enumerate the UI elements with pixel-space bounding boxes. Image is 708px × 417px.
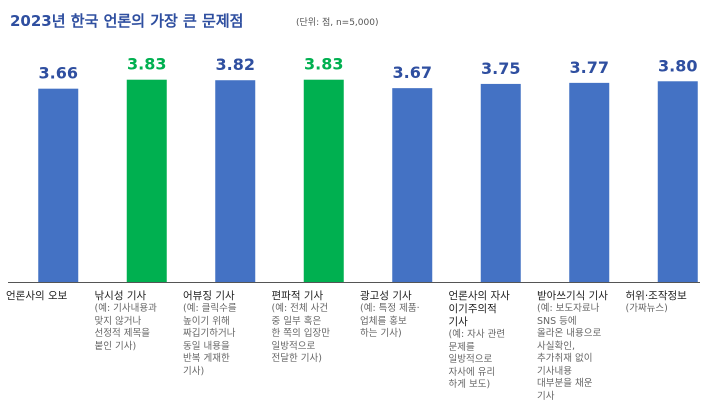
category-label: 어뷰징 기사 <box>183 290 235 302</box>
category-description: (예: 전체 사건 중 일부 혹은 한 쪽의 입장만 일방적으로 전달한 기사) <box>271 303 330 364</box>
category-4: 광고성 기사 (예: 특정 제품· 업체를 홍보 하는 기사) <box>360 290 444 341</box>
category-label: 언론사의 자사 이기주의적 기사 <box>448 290 510 328</box>
category-description: (예: 특정 제품· 업체를 홍보 하는 기사) <box>360 303 420 339</box>
category-description: (가짜뉴스) <box>625 303 668 314</box>
bar-3 <box>303 79 344 282</box>
value-label-5: 3.75 <box>481 59 520 78</box>
value-label-0: 3.66 <box>39 64 78 83</box>
category-1: 낚시성 기사 (예: 기사내용과 맞지 않거나 선정적 제목을 붙인 기사) <box>95 290 179 353</box>
bar-2 <box>215 80 256 282</box>
category-description: (예: 자사 관련 문제를 일방적으로 자사에 유리 하게 보도) <box>448 329 506 390</box>
value-label-7: 3.80 <box>658 56 697 75</box>
category-0: 언론사의 오보 <box>6 290 90 303</box>
category-label: 편파적 기사 <box>271 290 324 302</box>
bar-1 <box>126 79 167 282</box>
value-label-6: 3.77 <box>570 58 609 77</box>
category-6: 받아쓰기식 기사 (예: 보도자료나 SNS 등에 올라온 내용으로 사실확인, … <box>537 290 621 403</box>
bar-4 <box>392 88 433 283</box>
category-label: 허위·조작정보 <box>625 290 687 302</box>
category-5: 언론사의 자사 이기주의적 기사 (예: 자사 관련 문제를 일방적으로 자사에 … <box>449 290 533 392</box>
category-2: 어뷰징 기사 (예: 클릭수를 높이기 위해 짜깁기하거나 동일 내용을 반복 게… <box>183 290 267 378</box>
category-label: 받아쓰기식 기사 <box>537 290 608 302</box>
category-description: (예: 보도자료나 SNS 등에 올라온 내용으로 사실확인, 추가취재 없이 … <box>537 303 602 402</box>
category-label: 낚시성 기사 <box>94 290 147 302</box>
category-description: (예: 클릭수를 높이기 위해 짜깁기하거나 동일 내용을 반복 게재한 기사) <box>183 303 237 377</box>
value-label-3: 3.83 <box>304 55 343 74</box>
bar-0 <box>38 88 79 282</box>
value-label-2: 3.82 <box>216 55 255 74</box>
category-label: 언론사의 오보 <box>6 290 68 302</box>
bar-7 <box>657 81 698 283</box>
category-7: 허위·조작정보 (가짜뉴스) <box>626 290 708 316</box>
chart-subtitle: (단위: 점, n=5,000) <box>296 18 379 28</box>
value-label-4: 3.67 <box>393 63 432 82</box>
bar-6 <box>569 82 610 282</box>
category-3: 편파적 기사 (예: 전체 사건 중 일부 혹은 한 쪽의 입장만 일방적으로 전… <box>272 290 356 366</box>
category-label: 광고성 기사 <box>360 290 412 302</box>
chart-title: 2023년 한국 언론의 가장 큰 문제점 <box>10 12 244 30</box>
category-description: (예: 기사내용과 맞지 않거나 선정적 제목을 붙인 기사) <box>94 303 157 352</box>
value-label-1: 3.83 <box>127 55 166 74</box>
bar-5 <box>480 83 521 282</box>
